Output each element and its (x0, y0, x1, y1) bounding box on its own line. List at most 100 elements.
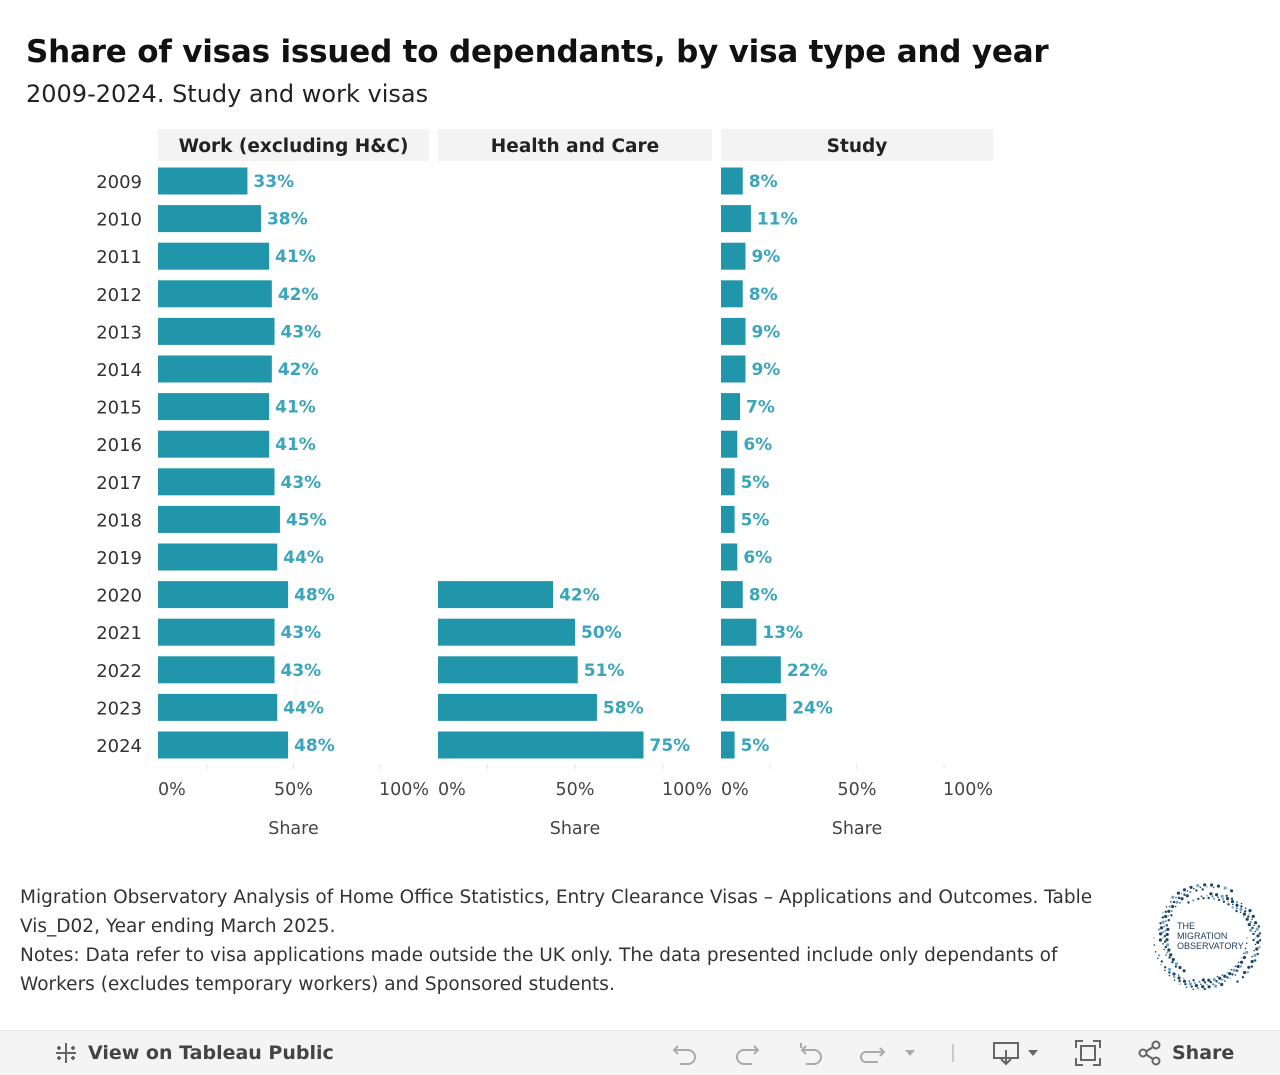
data-label-0-2023: 44% (283, 698, 324, 718)
year-label-2011: 2011 (96, 247, 142, 268)
year-label-2010: 2010 (96, 210, 142, 231)
data-label-2-2017: 5% (741, 473, 770, 493)
data-label-0-2017: 43% (281, 473, 322, 493)
x-axis-title-0: Share (268, 819, 319, 839)
data-label-0-2013: 43% (281, 322, 322, 342)
bar-2-2021[interactable] (721, 618, 757, 646)
bar-2-2023[interactable] (721, 693, 787, 721)
bar-0-2016[interactable] (158, 430, 270, 458)
panel-header-bg-1 (438, 129, 712, 161)
bar-2-2018[interactable] (721, 505, 735, 533)
x-tick-50-2: 50% (838, 780, 877, 800)
revert-icon (800, 1043, 822, 1065)
year-label-2024: 2024 (96, 736, 142, 757)
data-label-2-2011: 9% (751, 247, 780, 267)
data-label-0-2018: 45% (286, 510, 327, 530)
share-icon (1138, 1040, 1161, 1066)
year-label-2020: 2020 (96, 586, 142, 607)
data-label-2-2013: 9% (751, 322, 780, 342)
bar-2-2024[interactable] (721, 731, 735, 759)
data-label-2-2019: 6% (743, 548, 772, 568)
share-button[interactable]: Share (1136, 1031, 1234, 1075)
download-icon (993, 1042, 1038, 1066)
panel-header-2: Study (827, 136, 888, 157)
bar-0-2015[interactable] (158, 393, 270, 421)
chart-subtitle: 2009-2024. Study and work visas (26, 80, 429, 108)
revert-button[interactable] (796, 1031, 826, 1075)
data-label-1-2021: 50% (581, 623, 622, 643)
bar-0-2010[interactable] (158, 205, 261, 233)
bar-1-2021[interactable] (438, 618, 575, 646)
x-tick-0-2: 0% (721, 780, 749, 800)
x-tick-100-1: 100% (662, 780, 712, 800)
data-label-0-2022: 43% (281, 661, 322, 681)
data-label-2-2010: 11% (757, 210, 798, 230)
bar-0-2013[interactable] (158, 317, 275, 345)
bar-0-2017[interactable] (158, 468, 275, 496)
view-on-tableau-button[interactable]: View on Tableau Public (52, 1031, 334, 1075)
year-label-2021: 2021 (96, 623, 142, 644)
bar-2-2022[interactable] (721, 656, 781, 684)
bar-2-2010[interactable] (721, 205, 751, 233)
notes-text: Notes: Data refer to visa applications m… (20, 945, 1058, 995)
data-label-1-2020: 42% (559, 586, 600, 606)
year-label-2012: 2012 (96, 285, 142, 306)
bar-2-2011[interactable] (721, 242, 746, 270)
bar-1-2024[interactable] (438, 731, 644, 759)
fullscreen-button[interactable] (1072, 1031, 1104, 1075)
logo-dot-ring (1153, 883, 1262, 991)
bar-0-2022[interactable] (158, 656, 275, 684)
bar-0-2011[interactable] (158, 242, 270, 270)
bar-0-2021[interactable] (158, 618, 275, 646)
bar-1-2023[interactable] (438, 693, 597, 721)
chart-title: Share of visas issued to dependants, by … (26, 34, 1049, 70)
panel-header-bg-0 (158, 129, 429, 161)
logo-text-the: THE (1177, 921, 1195, 931)
bar-2-2014[interactable] (721, 355, 746, 383)
bar-0-2012[interactable] (158, 280, 272, 308)
bar-1-2022[interactable] (438, 656, 578, 684)
bar-0-2023[interactable] (158, 693, 278, 721)
panel-header-bg-2 (721, 129, 993, 161)
bar-0-2020[interactable] (158, 581, 289, 609)
bar-2-2020[interactable] (721, 581, 743, 609)
migration-observatory-logo[interactable]: THE MIGRATION OBSERVATORY (1151, 882, 1263, 994)
redo-button[interactable] (732, 1031, 762, 1075)
source-notes: Migration Observatory Analysis of Home O… (20, 883, 1130, 999)
panel-header-0: Work (excluding H&C) (179, 136, 409, 157)
bar-chart: 2009 2010 2011 2012 2013 2014 2015 2016 2017 2018… (96, 129, 993, 839)
bar-2-2012[interactable] (721, 280, 743, 308)
refresh-button[interactable] (856, 1031, 918, 1075)
bar-0-2014[interactable] (158, 355, 272, 383)
bar-2-2019[interactable] (721, 543, 738, 571)
bar-2-2017[interactable] (721, 468, 735, 496)
data-label-2-2022: 22% (787, 661, 828, 681)
bar-0-2018[interactable] (158, 505, 280, 533)
data-label-1-2022: 51% (584, 661, 625, 681)
year-label-2015: 2015 (96, 398, 142, 419)
download-button[interactable] (990, 1031, 1042, 1075)
toolbar-divider (950, 1031, 956, 1075)
bar-0-2019[interactable] (158, 543, 278, 571)
bar-2-2015[interactable] (721, 393, 741, 421)
x-axis-title-1: Share (550, 819, 601, 839)
bar-0-2024[interactable] (158, 731, 289, 759)
fullscreen-icon (1075, 1040, 1101, 1066)
bar-2-2009[interactable] (721, 167, 743, 195)
data-label-2-2015: 7% (746, 398, 775, 418)
data-label-2-2009: 8% (749, 172, 778, 192)
year-label-2018: 2018 (96, 510, 142, 531)
undo-button[interactable] (670, 1031, 700, 1075)
bar-0-2009[interactable] (158, 167, 248, 195)
bar-1-2020[interactable] (438, 581, 554, 609)
bar-2-2016[interactable] (721, 430, 738, 458)
refresh-icon (860, 1047, 915, 1063)
tableau-toolbar: View on Tableau Public (0, 1030, 1280, 1075)
year-label-2016: 2016 (96, 435, 142, 456)
bar-2-2013[interactable] (721, 317, 746, 345)
data-label-0-2021: 43% (281, 623, 322, 643)
tableau-icon (56, 1043, 76, 1063)
undo-icon (672, 1045, 696, 1065)
year-label-2013: 2013 (96, 322, 142, 343)
x-tick-0-1: 0% (438, 780, 466, 800)
